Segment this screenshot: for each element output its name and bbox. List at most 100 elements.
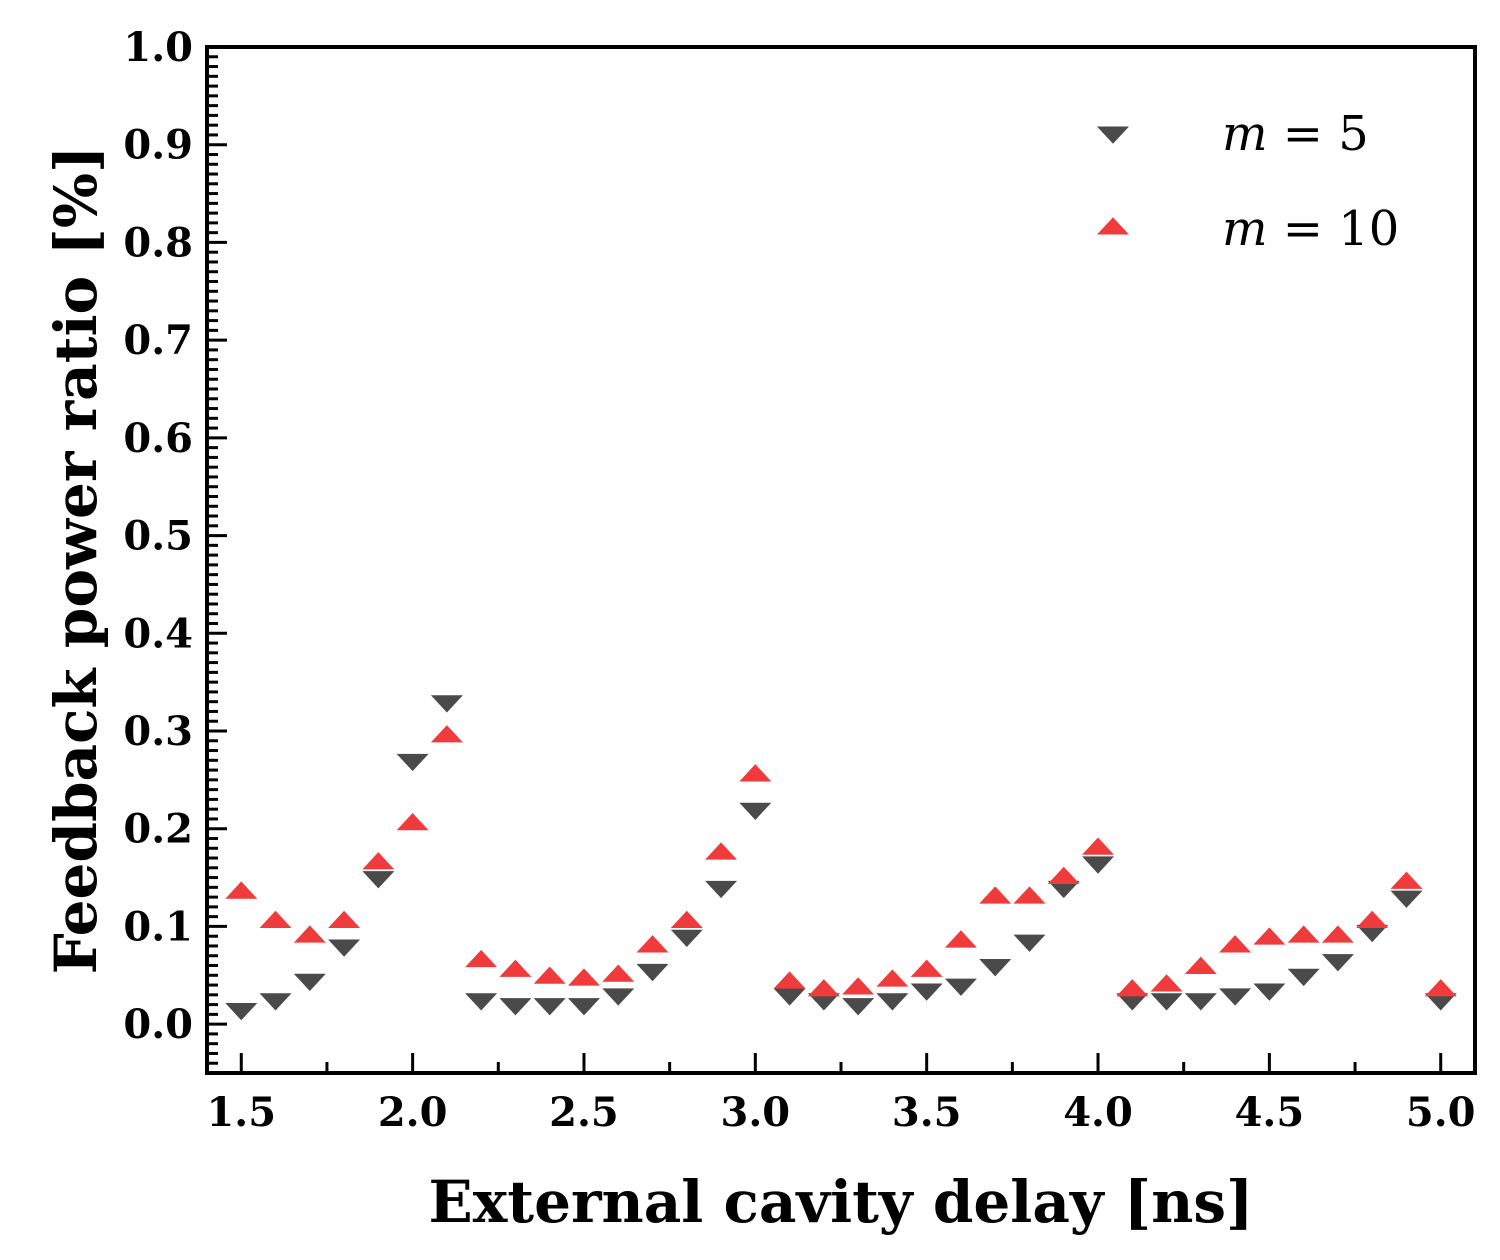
x-tick-label: 1.5 <box>206 1089 276 1136</box>
point-m5 <box>1150 993 1183 1011</box>
point-m5 <box>1253 983 1286 1001</box>
point-m10 <box>362 852 395 870</box>
legend: m = 5 m = 10 <box>1097 106 1399 257</box>
point-m5 <box>430 695 463 713</box>
point-m5 <box>670 929 703 947</box>
point-m5 <box>773 988 806 1006</box>
y-axis-ticks: 0.0 0.1 0.2 0.3 0.4 0.5 0.6 0.7 0.8 0.9 1.0 <box>123 24 227 1048</box>
point-m10 <box>602 964 635 982</box>
point-m5 <box>328 939 361 957</box>
point-m10 <box>979 886 1012 904</box>
point-m10 <box>259 910 292 929</box>
point-m10 <box>1184 956 1217 974</box>
point-m10 <box>293 925 326 943</box>
legend-label-2: m = 10 <box>1222 201 1399 257</box>
point-m5 <box>876 993 909 1011</box>
point-m10 <box>1287 925 1320 943</box>
legend-marker-2 <box>1097 217 1129 235</box>
point-m5 <box>567 998 600 1016</box>
point-m5 <box>396 753 429 772</box>
x-tick-label: 2.0 <box>378 1089 448 1136</box>
x-tick-label: 4.0 <box>1063 1089 1133 1136</box>
point-m10 <box>1082 837 1115 855</box>
point-m10 <box>705 842 738 860</box>
point-m5 <box>533 998 566 1016</box>
x-axis-ticks: 1.5 2.0 2.5 3.0 3.5 4.0 4.5 5.0 <box>206 1053 1476 1136</box>
point-m5 <box>979 959 1012 977</box>
legend-marker-1 <box>1097 126 1129 144</box>
x-tick-label: 3.0 <box>721 1089 791 1136</box>
y-tick-label: 0.2 <box>123 806 193 853</box>
point-m5 <box>1082 856 1115 874</box>
point-m10 <box>1047 866 1080 885</box>
point-m10 <box>670 910 703 929</box>
x-axis-label: External cavity delay [ns] <box>429 1168 1254 1236</box>
point-m10 <box>328 910 361 929</box>
point-m5 <box>1424 993 1457 1011</box>
point-m5 <box>1287 968 1320 987</box>
y-tick-label: 0.5 <box>123 513 193 560</box>
legend-label-1: m = 5 <box>1222 106 1369 162</box>
y-tick-label: 0.1 <box>123 903 193 950</box>
y-tick-label: 0.9 <box>123 122 193 169</box>
point-m5 <box>739 802 772 820</box>
x-tick-label: 3.5 <box>892 1089 962 1136</box>
point-m10 <box>1321 925 1354 943</box>
point-m10 <box>910 959 943 977</box>
point-m10 <box>636 935 669 953</box>
point-m10 <box>1013 886 1046 904</box>
point-m10 <box>842 977 875 995</box>
point-m5 <box>944 978 977 996</box>
y-tick-label: 0.8 <box>123 219 193 266</box>
y-tick-label: 0.0 <box>123 1001 193 1048</box>
point-m5 <box>499 998 532 1016</box>
point-m10 <box>499 959 532 977</box>
point-m5 <box>293 973 326 991</box>
point-m5 <box>1390 890 1423 908</box>
point-m5 <box>1356 924 1389 943</box>
point-m5 <box>807 993 840 1011</box>
point-m5 <box>362 871 395 889</box>
point-m5 <box>842 998 875 1016</box>
y-tick-label: 0.3 <box>123 708 193 755</box>
x-tick-label: 5.0 <box>1406 1089 1476 1136</box>
point-m5 <box>705 880 738 899</box>
point-m5 <box>1219 988 1252 1006</box>
point-m5 <box>1321 954 1354 972</box>
point-m5 <box>1116 993 1149 1011</box>
y-tick-label: 1.0 <box>123 24 193 71</box>
point-m10 <box>225 881 258 899</box>
y-tick-label: 0.7 <box>123 317 193 364</box>
point-m5 <box>465 993 498 1011</box>
point-m5 <box>910 983 943 1001</box>
point-m10 <box>1390 871 1423 889</box>
point-m5 <box>1184 993 1217 1011</box>
point-m5 <box>225 1003 258 1021</box>
y-axis-label: Feedback power ratio [%] <box>42 146 110 975</box>
x-tick-label: 2.5 <box>549 1089 619 1136</box>
x-tick-label: 4.5 <box>1235 1089 1305 1136</box>
legend-variable: m <box>1222 201 1268 257</box>
point-m10 <box>465 949 498 968</box>
point-m10 <box>533 966 566 984</box>
plot-frame <box>205 45 1477 1075</box>
point-m10 <box>876 969 909 987</box>
point-m10 <box>944 930 977 948</box>
point-m10 <box>1150 974 1183 992</box>
point-m10 <box>567 968 600 986</box>
series-2 <box>225 725 1457 997</box>
legend-value: = 5 <box>1268 106 1369 162</box>
point-m10 <box>773 971 806 989</box>
point-m10 <box>1219 935 1252 953</box>
point-m10 <box>1356 910 1389 929</box>
series-1 <box>225 695 1457 1021</box>
point-m10 <box>1116 979 1149 997</box>
point-m5 <box>1047 880 1080 899</box>
point-m5 <box>1013 934 1046 952</box>
point-m5 <box>602 988 635 1006</box>
point-m5 <box>259 993 292 1011</box>
point-m5 <box>636 963 669 982</box>
data-points <box>225 695 1457 1021</box>
point-m10 <box>430 725 463 743</box>
